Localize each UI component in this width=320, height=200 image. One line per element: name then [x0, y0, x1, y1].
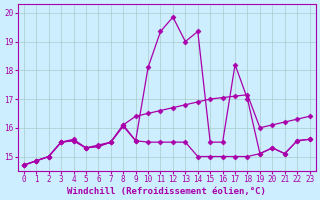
X-axis label: Windchill (Refroidissement éolien,°C): Windchill (Refroidissement éolien,°C): [67, 187, 266, 196]
